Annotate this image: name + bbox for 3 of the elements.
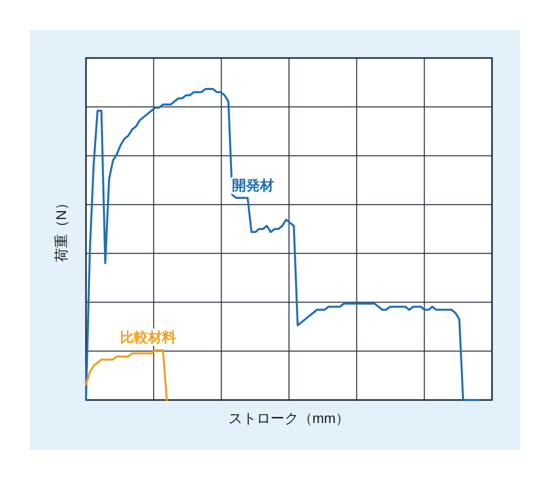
- series-label: 開発材: [232, 177, 274, 193]
- x-axis-title: ストローク（mm）: [228, 410, 350, 426]
- y-axis-title: 荷重（N）: [53, 196, 69, 262]
